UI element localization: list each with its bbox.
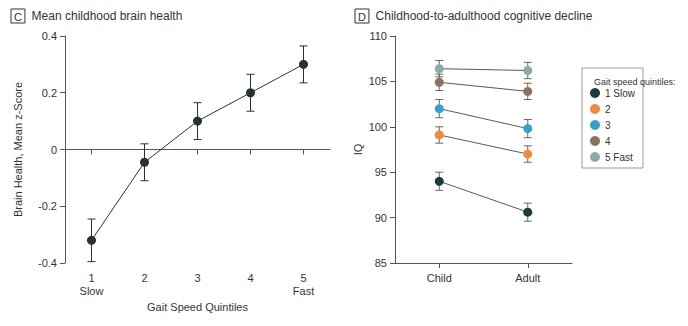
svg-text:1: 1 [88, 272, 94, 284]
svg-text:0: 0 [51, 144, 57, 156]
svg-text:Gait Speed Quintiles: Gait Speed Quintiles [147, 301, 248, 313]
svg-text:Mean childhood brain health: Mean childhood brain health [25, 9, 182, 23]
svg-text:2: 2 [141, 272, 147, 284]
svg-text:105: 105 [369, 75, 387, 87]
svg-text:Child: Child [427, 272, 452, 284]
svg-text:5 Fast: 5 Fast [605, 152, 633, 163]
svg-text:Adult: Adult [515, 272, 540, 284]
svg-text:0.4: 0.4 [42, 30, 57, 42]
svg-text:5: 5 [300, 272, 306, 284]
svg-text:3: 3 [605, 120, 611, 131]
svg-text:100: 100 [369, 121, 387, 133]
svg-text:95: 95 [375, 166, 387, 178]
svg-text:IQ: IQ [352, 143, 364, 155]
svg-text:1 Slow: 1 Slow [605, 88, 636, 99]
svg-text:Childhood-to-adulthood cogniti: Childhood-to-adulthood cognitive decline [369, 9, 593, 23]
svg-text:2: 2 [605, 104, 611, 115]
svg-text:Gait speed quintiles:: Gait speed quintiles: [594, 77, 676, 87]
svg-text:90: 90 [375, 212, 387, 224]
svg-text:3: 3 [194, 272, 200, 284]
svg-text:Brain Health, Mean z-Score: Brain Health, Mean z-Score [12, 82, 24, 217]
svg-text:110: 110 [369, 30, 387, 42]
svg-text:-0.4: -0.4 [38, 257, 57, 269]
svg-text:0.2: 0.2 [42, 87, 57, 99]
svg-text:85: 85 [375, 257, 387, 269]
svg-text:C: C [14, 11, 22, 23]
svg-text:Slow: Slow [80, 285, 104, 297]
svg-text:D: D [358, 11, 366, 23]
svg-text:-0.2: -0.2 [38, 200, 57, 212]
svg-text:4: 4 [247, 272, 253, 284]
svg-text:Fast: Fast [293, 285, 314, 297]
svg-text:4: 4 [605, 136, 611, 147]
